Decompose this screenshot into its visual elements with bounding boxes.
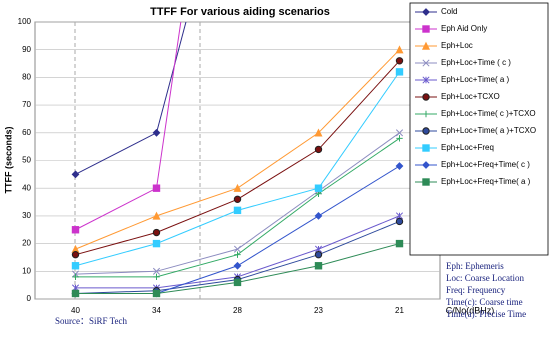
marker [234,251,241,258]
marker [422,8,430,16]
marker [395,239,404,248]
marker [422,178,430,186]
marker [152,239,161,248]
legend-label: Cold [441,7,457,16]
marker [422,127,430,135]
y-tick-label: 90 [22,45,31,54]
legend-label: Eph+Loc+Time ( c ) [441,58,511,67]
marker [71,250,80,259]
y-tick-label: 80 [22,73,31,82]
marker [421,41,431,50]
source: Source：SiRF Tech [55,316,127,326]
marker [395,45,404,54]
marker [152,228,161,237]
marker [395,68,404,76]
y-tick-label: 20 [22,239,31,248]
legend-label: Eph Aid Only [441,24,487,33]
x-axis-label: C/No(dBHz) [446,305,495,315]
y-tick-label: 100 [18,17,32,26]
note: Eph: Ephemeris [446,261,504,271]
marker [422,161,430,169]
legend-label: Eph+Loc+TCXO [441,92,500,101]
marker [233,245,242,253]
marker [72,273,79,281]
plot-series [71,22,404,298]
marker [314,211,323,220]
legend-box [409,2,549,256]
marker [395,217,404,226]
x-tick-label: 34 [152,306,161,315]
marker [71,170,80,179]
x-tick-label: 40 [71,306,80,315]
note: Time(c): Coarse time [446,297,523,307]
marker [422,144,430,152]
y-tick-label: 60 [22,128,31,137]
marker [152,289,161,298]
marker [422,93,430,101]
marker [395,129,404,137]
y-axis-label: TTFF (seconds) [3,126,13,193]
legend-label: Eph+Loc+Freq [441,143,494,152]
marker [71,226,80,234]
note: Time(a): Precise Time [446,309,526,319]
legend-label: Eph+Loc+Freq+Time( c ) [441,160,530,169]
marker [233,278,242,287]
x-tick-label: 23 [314,306,323,315]
marker [152,184,161,192]
chart-title: TTFF For various aiding scenarios [150,6,330,18]
y-tick-label: 10 [22,266,31,275]
marker [233,183,242,192]
marker [422,59,430,67]
x-tick-label: 28 [233,306,242,315]
marker [153,273,160,281]
legend-label: Eph+Loc+Time( a ) [441,75,510,84]
y-tick-label: 50 [22,156,31,165]
y-tick-label: 70 [22,100,31,109]
y-tick-label: 0 [27,294,32,303]
marker [395,162,404,170]
y-tick-label: 40 [22,183,31,192]
marker [422,76,430,84]
marker [314,145,323,154]
x-tick-label: 21 [395,306,404,315]
legend-label: Eph+Loc+Freq+Time( a ) [441,177,531,186]
marker [152,211,161,220]
marker [395,57,404,65]
marker [314,128,323,137]
marker [71,289,80,298]
marker [71,262,80,270]
legend-label: Eph+Loc+Time( a )+TCXO [441,126,536,135]
marker [152,267,161,275]
y-tick-label: 30 [22,211,31,220]
marker [422,110,430,118]
marker [314,184,323,192]
marker [422,25,430,33]
marker [233,261,242,270]
legend-label: Eph+Loc+Time( c )+TCXO [441,109,536,118]
marker [152,128,161,137]
marker [233,195,242,203]
marker [233,206,242,215]
legend-label: Eph+Loc [441,41,473,50]
note: Freq: Frequency [446,285,506,295]
marker [396,135,403,142]
marker [314,250,323,259]
marker [314,262,323,270]
note: Loc: Coarse Location [446,273,524,283]
